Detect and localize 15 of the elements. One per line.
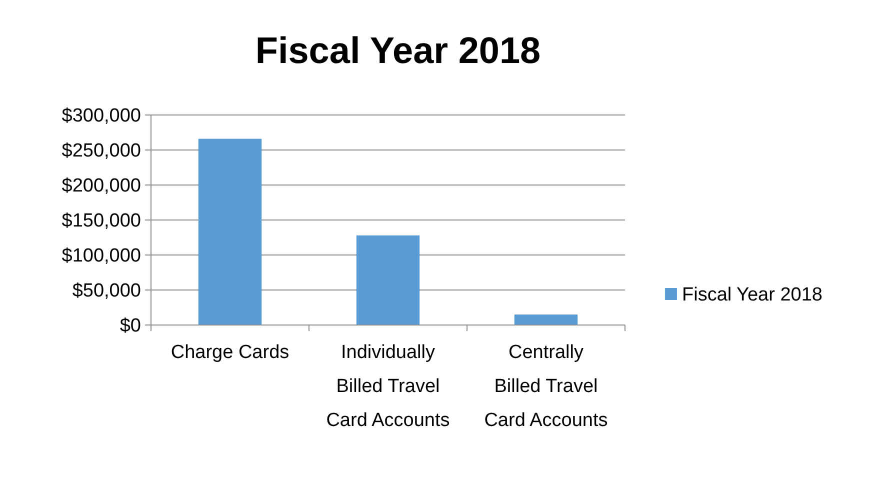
x-tick-label: Individually Billed Travel Card Accounts [326, 342, 450, 431]
y-tick-label: $250,000 [62, 140, 141, 162]
y-tick-label: $150,000 [62, 210, 141, 232]
bar [514, 314, 578, 325]
bar [198, 138, 262, 325]
x-tick-label: Charge Cards [170, 342, 290, 363]
y-tick-label: $200,000 [62, 176, 141, 197]
x-tick-label: Centrally Billed Travel Card Accounts [484, 342, 608, 431]
y-tick-label: $50,000 [72, 280, 141, 302]
chart-title: Fiscal Year 2018 [255, 30, 541, 71]
y-tick-label: $100,000 [62, 246, 141, 267]
legend-label: Fiscal Year 2018 [682, 284, 822, 306]
y-tick-label: $300,000 [62, 106, 141, 127]
bar [356, 235, 420, 325]
y-tick-label: $0 [120, 316, 141, 337]
